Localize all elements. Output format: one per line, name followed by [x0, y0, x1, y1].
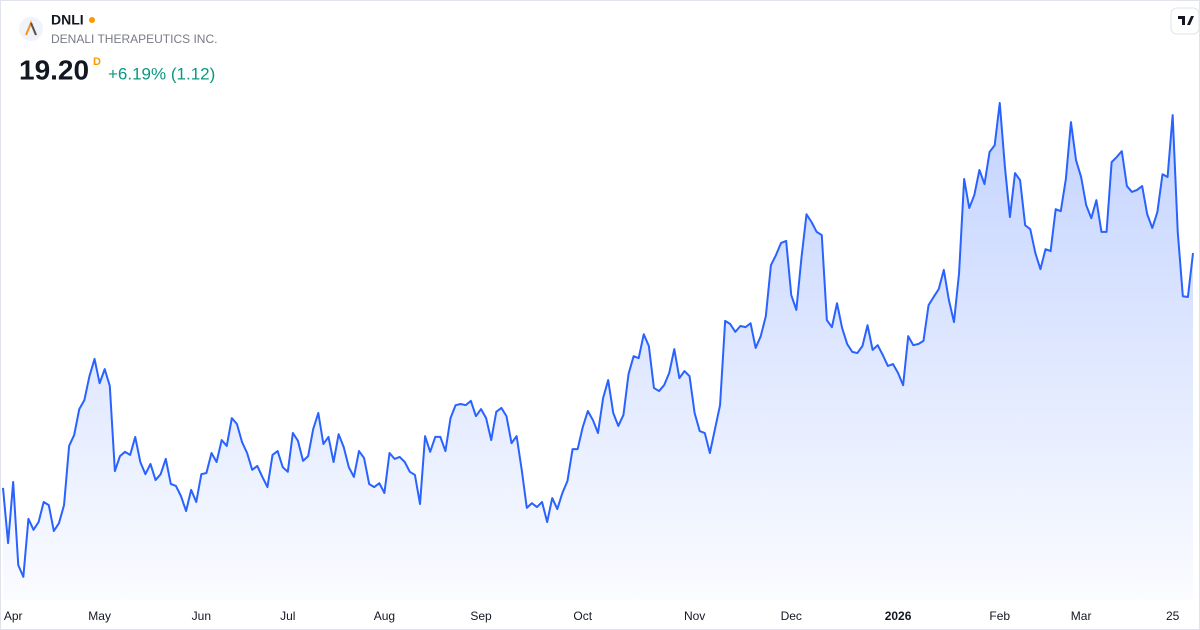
- x-tick-label: May: [88, 609, 111, 623]
- company-name: DENALI THERAPEUTICS INC.: [51, 32, 217, 46]
- x-tick-label: Sep: [470, 609, 492, 623]
- x-tick-label: 2026: [885, 609, 912, 623]
- symbol: DNLI: [51, 12, 84, 28]
- x-tick-label: Oct: [573, 609, 592, 623]
- status-dot: [89, 17, 95, 23]
- price: 19.20: [19, 54, 89, 85]
- x-tick-label: Nov: [684, 609, 705, 623]
- x-tick-label: 25: [1166, 609, 1180, 623]
- change: +6.19% (1.12): [108, 64, 215, 83]
- price-line: [2, 101, 1194, 578]
- interval: D: [93, 56, 101, 68]
- tv-logo-mark: [1178, 16, 1194, 25]
- logo-mark: [30, 22, 37, 36]
- x-tick-label: Jul: [280, 609, 295, 623]
- x-tick-label: Feb: [989, 609, 1010, 623]
- x-tick-label: Jun: [192, 609, 211, 623]
- x-tick-label: Aug: [374, 609, 395, 623]
- x-tick-label: Mar: [1071, 609, 1092, 623]
- area-fill: [3, 102, 1193, 600]
- x-tick-label: Apr: [4, 609, 23, 623]
- x-tick-label: Dec: [781, 609, 802, 623]
- logo: [19, 17, 43, 41]
- plot: Apr May Jun Jul Aug Sep Oct Nov Dec 2026 Feb Mar 25: [2, 101, 1194, 623]
